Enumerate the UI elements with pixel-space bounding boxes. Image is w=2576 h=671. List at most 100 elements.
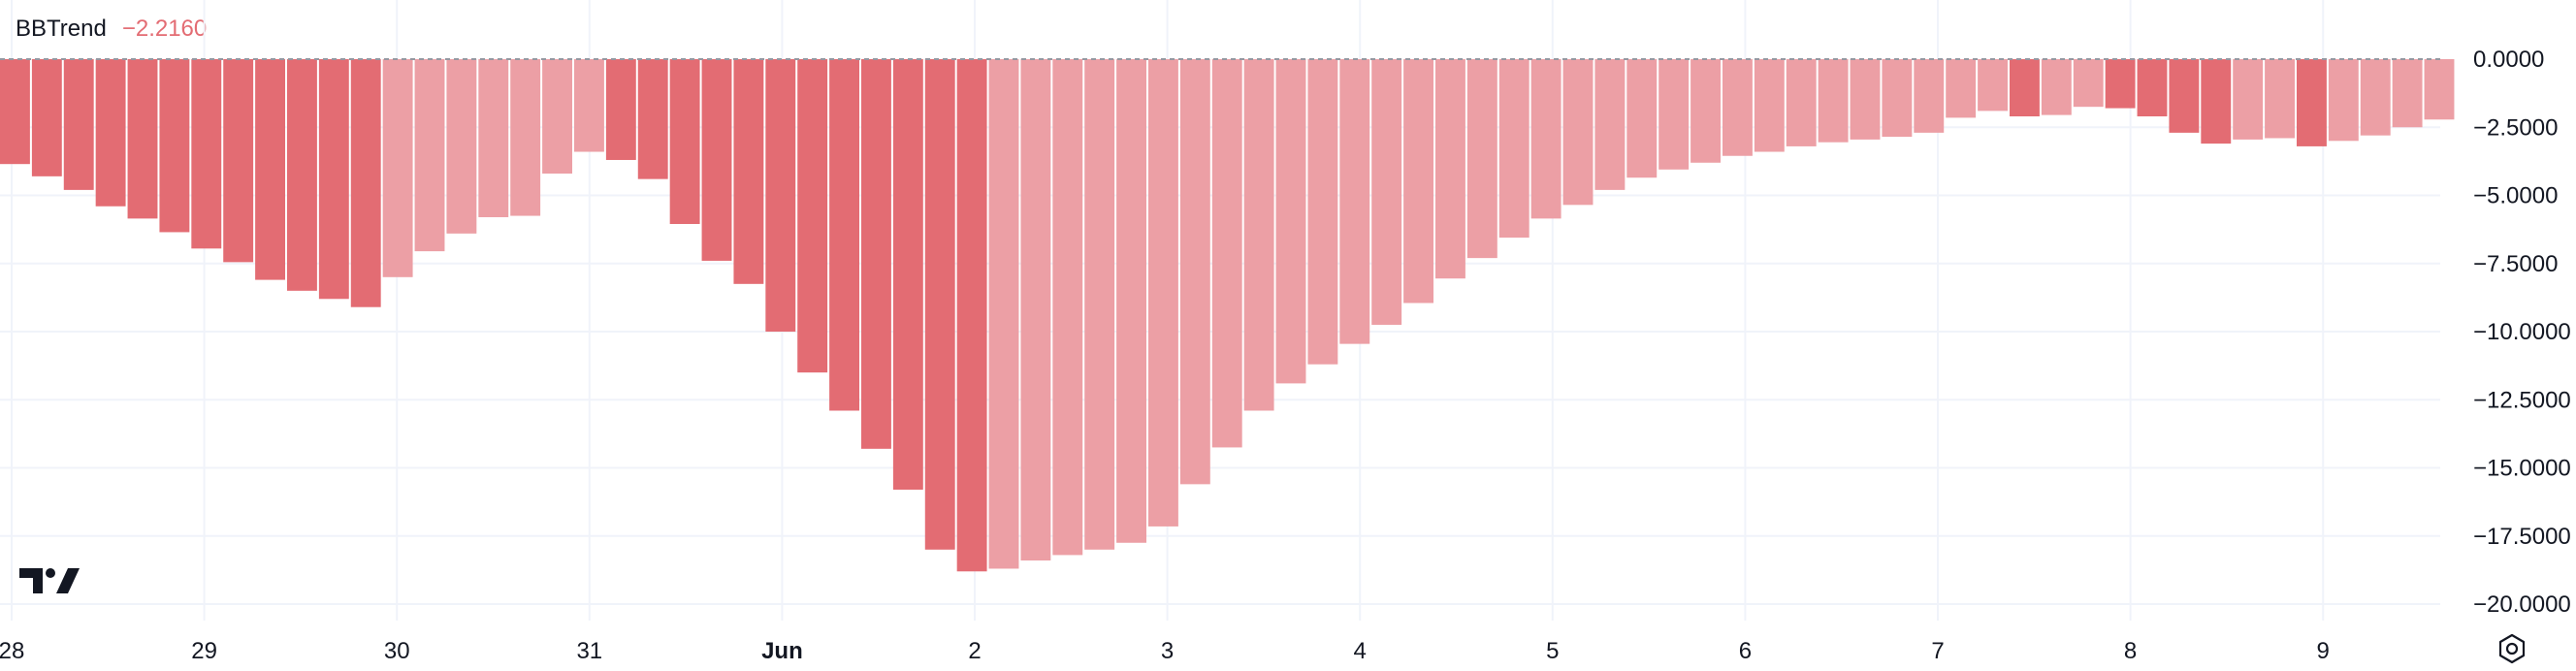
histogram-bar (31, 59, 62, 176)
histogram-bar (63, 59, 94, 190)
histogram-bar (1020, 59, 1051, 561)
histogram-bar (1371, 59, 1402, 325)
histogram-bar (255, 59, 285, 280)
x-tick-label: 4 (1354, 638, 1367, 664)
histogram-bar (733, 59, 764, 284)
histogram-bar (1818, 59, 1849, 143)
histogram-bar (382, 59, 413, 277)
histogram-bar (2328, 59, 2359, 142)
histogram-bar (1435, 59, 1465, 279)
x-tick-label: 29 (191, 638, 217, 664)
settings-gear-icon[interactable] (2496, 632, 2528, 665)
histogram-bar (1243, 59, 1274, 411)
x-tick-label: 28 (0, 638, 24, 664)
histogram-bar (1116, 59, 1146, 543)
x-tick-label: 7 (1931, 638, 1944, 664)
histogram-bar (287, 59, 317, 291)
histogram-bar (1498, 59, 1530, 239)
histogram-bar (2010, 59, 2040, 117)
histogram-bar (510, 59, 541, 216)
histogram-bar (861, 59, 891, 449)
y-tick-label: −17.5000 (2473, 524, 2571, 550)
histogram-bar (1626, 59, 1658, 178)
x-tick-label: 3 (1161, 638, 1174, 664)
histogram-bar (1052, 59, 1083, 556)
histogram-bar (2105, 59, 2136, 109)
histogram-bar (2297, 59, 2327, 146)
x-tick-label: Jun (761, 638, 803, 664)
histogram-bar (1562, 59, 1594, 206)
y-tick-label: −20.0000 (2473, 591, 2571, 618)
tradingview-logo-icon[interactable] (17, 564, 81, 595)
histogram-bar (2392, 59, 2423, 128)
indicator-value: −2.2160 (121, 16, 208, 42)
histogram-bar (1690, 59, 1721, 163)
histogram-bar (574, 59, 604, 152)
histogram-bar (95, 59, 126, 207)
histogram-bar (1466, 59, 1497, 259)
histogram-bar (669, 59, 700, 224)
histogram-bar (1658, 59, 1690, 170)
histogram-bar (1882, 59, 1913, 138)
histogram-bar (2169, 59, 2200, 133)
histogram-bar (701, 59, 732, 261)
histogram-bar (2073, 59, 2104, 108)
histogram-bar (127, 59, 158, 219)
y-tick-label: −15.0000 (2473, 456, 2571, 482)
histogram-bar (1754, 59, 1785, 152)
y-tick-label: 0.0000 (2473, 47, 2544, 73)
histogram-bar (2041, 59, 2072, 115)
y-axis: 0.0000 −2.5000 −5.0000 −7.5000 −10.0000 −12.5… (2473, 47, 2571, 618)
grid-lines (0, 0, 2440, 621)
histogram-bar (159, 59, 190, 233)
y-tick-label: −2.5000 (2473, 114, 2558, 141)
x-tick-label: 9 (2317, 638, 2330, 664)
histogram-bar (1723, 59, 1753, 156)
histogram-bar (605, 59, 636, 160)
histogram-bar (1786, 59, 1817, 146)
y-tick-label: −10.0000 (2473, 319, 2571, 345)
histogram-bar (2424, 59, 2455, 120)
histogram-bar (1148, 59, 1178, 527)
x-tick-label: 30 (384, 638, 410, 664)
histogram-bar (956, 59, 987, 572)
x-tick-label: 5 (1546, 638, 1559, 664)
x-axis: 28 29 30 31 Jun 2 3 4 5 6 7 8 9 (0, 638, 2330, 664)
histogram-bar (924, 59, 955, 550)
histogram-bar (1978, 59, 2008, 112)
histogram-bar (637, 59, 668, 179)
y-tick-label: −12.5000 (2473, 387, 2571, 413)
histogram-bars (0, 59, 2455, 572)
histogram-bar (1403, 59, 1433, 304)
histogram-bar (191, 59, 222, 249)
indicator-name: BBTrend (16, 16, 107, 42)
histogram-bar (2201, 59, 2232, 144)
histogram-bar (797, 59, 828, 373)
x-tick-label: 31 (576, 638, 602, 664)
histogram-bar (1594, 59, 1626, 190)
histogram-bar (1850, 59, 1881, 140)
histogram-bar (414, 59, 445, 252)
histogram-bar (1275, 59, 1306, 384)
y-tick-label: −5.0000 (2473, 183, 2558, 209)
histogram-bar (350, 59, 381, 307)
x-tick-label: 2 (968, 638, 981, 664)
histogram-bar (0, 59, 30, 165)
x-tick-label: 6 (1739, 638, 1752, 664)
histogram-bar (223, 59, 254, 263)
histogram-bar (2233, 59, 2264, 140)
histogram-bar (829, 59, 859, 411)
histogram-bar (1339, 59, 1370, 344)
histogram-bar (1179, 59, 1210, 485)
histogram-bar (1914, 59, 1945, 133)
histogram-bar (765, 59, 796, 332)
histogram-bar (1530, 59, 1562, 219)
y-tick-label: −7.5000 (2473, 251, 2558, 277)
histogram-bar (1946, 59, 1977, 118)
histogram-bar (1307, 59, 1338, 365)
histogram-bar (318, 59, 349, 300)
histogram-bar (446, 59, 477, 234)
histogram-bar (1211, 59, 1242, 448)
histogram-bar (2137, 59, 2168, 117)
